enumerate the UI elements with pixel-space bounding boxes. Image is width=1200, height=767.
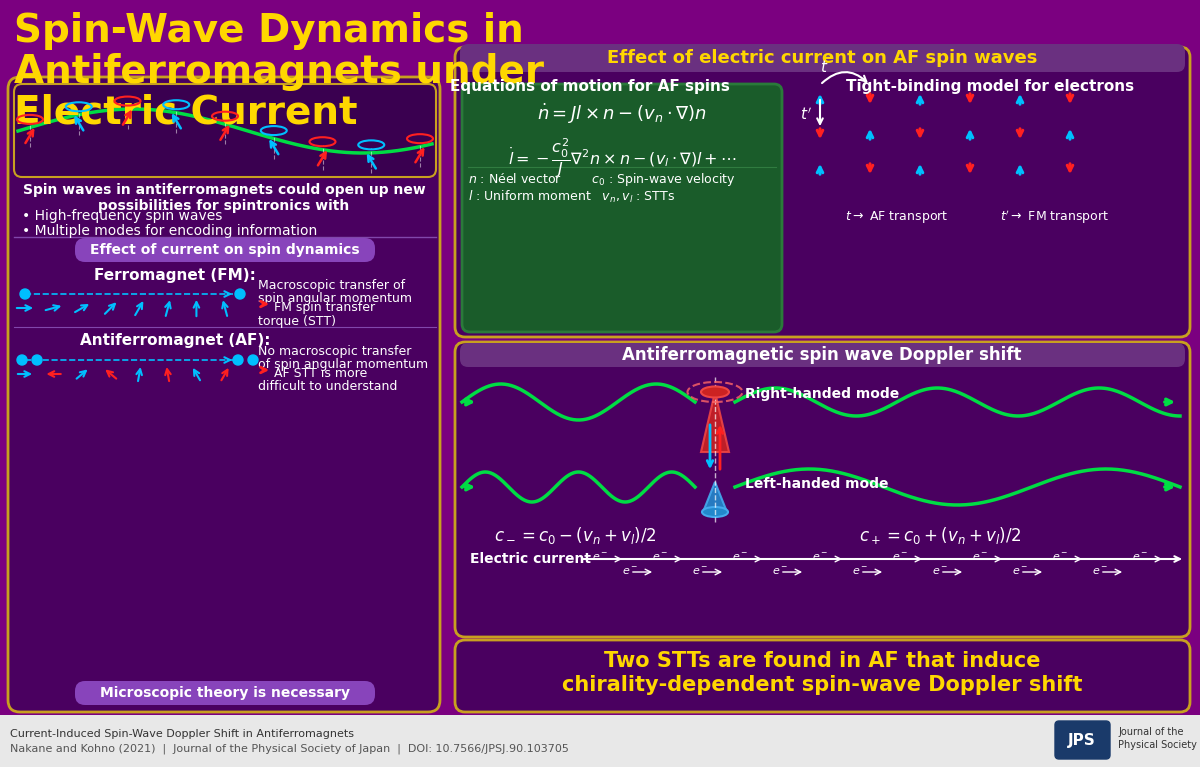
Text: $t'$: $t'$: [800, 107, 812, 123]
Circle shape: [32, 355, 42, 365]
Text: $t$: $t$: [820, 59, 828, 75]
Text: Right-handed mode: Right-handed mode: [745, 387, 899, 401]
Ellipse shape: [701, 387, 730, 397]
Text: Equations of motion for AF spins: Equations of motion for AF spins: [450, 79, 730, 94]
Text: Nakane and Kohno (2021)  |  Journal of the Physical Society of Japan  |  DOI: 10: Nakane and Kohno (2021) | Journal of the…: [10, 744, 569, 755]
Text: Antiferromagnetic spin wave Doppler shift: Antiferromagnetic spin wave Doppler shif…: [623, 346, 1021, 364]
Text: Effect of electric current on AF spin waves: Effect of electric current on AF spin wa…: [607, 49, 1037, 67]
Text: FM spin transfer: FM spin transfer: [274, 301, 376, 314]
Text: $e^-$: $e^-$: [1132, 552, 1148, 563]
Text: Current-Induced Spin-Wave Doppler Shift in Antiferromagnets: Current-Induced Spin-Wave Doppler Shift …: [10, 729, 354, 739]
Text: Spin-Wave Dynamics in
Antiferromagnets under
Electric Current: Spin-Wave Dynamics in Antiferromagnets u…: [14, 12, 544, 132]
Text: No macroscopic transfer: No macroscopic transfer: [258, 345, 412, 358]
Circle shape: [248, 355, 258, 365]
Text: $n$ : Néel vector        $c_0$ : Spin-wave velocity: $n$ : Néel vector $c_0$ : Spin-wave velo…: [468, 171, 736, 188]
Text: of spin angular momentum: of spin angular momentum: [258, 358, 428, 371]
Bar: [0, 715, 1200, 767]
Text: $e^-$: $e^-$: [892, 552, 908, 563]
Text: $e^-$: $e^-$: [972, 552, 989, 563]
Text: JPS: JPS: [1068, 732, 1096, 748]
FancyBboxPatch shape: [455, 640, 1190, 712]
Text: $e^-$: $e^-$: [772, 566, 788, 577]
Text: $e^-$: $e^-$: [691, 566, 708, 577]
Text: $c_+ = c_0 + (v_n + v_l)/2$: $c_+ = c_0 + (v_n + v_l)/2$: [859, 525, 1021, 546]
Text: torque (STT): torque (STT): [258, 315, 336, 328]
Text: $e^-$: $e^-$: [811, 552, 828, 563]
Text: $l$ : Uniform moment   $v_n, v_l$ : STTs: $l$ : Uniform moment $v_n, v_l$ : STTs: [468, 189, 676, 205]
Text: $e^-$: $e^-$: [732, 552, 749, 563]
Text: AF STT is more: AF STT is more: [274, 367, 367, 380]
FancyBboxPatch shape: [455, 342, 1190, 637]
Text: Electric current: Electric current: [470, 552, 592, 566]
Text: Macroscopic transfer of: Macroscopic transfer of: [258, 279, 406, 292]
Text: Tight-binding model for electrons: Tight-binding model for electrons: [846, 79, 1134, 94]
Circle shape: [235, 289, 245, 299]
Text: $\dot{l} = -\dfrac{c_0^2}{J}\nabla^2 n \times n - (v_l \cdot \nabla)l + \cdots$: $\dot{l} = -\dfrac{c_0^2}{J}\nabla^2 n \…: [508, 137, 737, 180]
FancyBboxPatch shape: [14, 84, 436, 177]
Ellipse shape: [702, 507, 728, 517]
Circle shape: [17, 355, 28, 365]
Text: $e^-$: $e^-$: [622, 566, 638, 577]
Text: • Multiple modes for encoding information: • Multiple modes for encoding informatio…: [22, 224, 317, 238]
Text: $e^-$: $e^-$: [1092, 566, 1109, 577]
Text: $\dot{n} = Jl \times n - (v_n \cdot \nabla)n$: $\dot{n} = Jl \times n - (v_n \cdot \nab…: [538, 102, 707, 127]
Text: Ferromagnet (FM):: Ferromagnet (FM):: [94, 268, 256, 283]
Text: difficult to understand: difficult to understand: [258, 380, 397, 393]
Text: Effect of current on spin dynamics: Effect of current on spin dynamics: [90, 243, 360, 257]
Text: Antiferromagnet (AF):: Antiferromagnet (AF):: [79, 333, 270, 348]
Text: Spin waves in antiferromagnets could open up new
possibilities for spintronics w: Spin waves in antiferromagnets could ope…: [23, 183, 425, 213]
Text: • High-frequency spin waves: • High-frequency spin waves: [22, 209, 222, 223]
FancyBboxPatch shape: [462, 84, 782, 332]
Polygon shape: [701, 392, 730, 452]
Text: $t' \rightarrow$ FM transport: $t' \rightarrow$ FM transport: [1000, 209, 1109, 226]
Text: spin angular momentum: spin angular momentum: [258, 292, 412, 305]
FancyBboxPatch shape: [455, 47, 1190, 337]
FancyBboxPatch shape: [460, 343, 1186, 367]
Text: $e^-$: $e^-$: [1051, 552, 1068, 563]
Text: $e^-$: $e^-$: [652, 552, 668, 563]
Polygon shape: [703, 482, 727, 512]
Text: Journal of the
Physical Society of Japan: Journal of the Physical Society of Japan: [1118, 727, 1200, 750]
Text: $e^-$: $e^-$: [931, 566, 948, 577]
FancyBboxPatch shape: [74, 681, 374, 705]
Text: $e^-$: $e^-$: [1012, 566, 1028, 577]
Text: $e^-$: $e^-$: [592, 552, 608, 563]
Text: Microscopic theory is necessary: Microscopic theory is necessary: [100, 686, 350, 700]
Circle shape: [20, 289, 30, 299]
FancyBboxPatch shape: [74, 238, 374, 262]
Text: $c_- = c_0 - (v_n + v_l)/2$: $c_- = c_0 - (v_n + v_l)/2$: [493, 525, 656, 546]
FancyBboxPatch shape: [460, 44, 1186, 72]
FancyBboxPatch shape: [1055, 721, 1110, 759]
Text: $e^-$: $e^-$: [852, 566, 869, 577]
Text: $t \rightarrow$ AF transport: $t \rightarrow$ AF transport: [845, 209, 948, 225]
Text: Left-handed mode: Left-handed mode: [745, 477, 888, 491]
Circle shape: [233, 355, 242, 365]
Text: Two STTs are found in AF that induce
chirality-dependent spin-wave Doppler shift: Two STTs are found in AF that induce chi…: [562, 651, 1082, 695]
FancyBboxPatch shape: [8, 77, 440, 712]
